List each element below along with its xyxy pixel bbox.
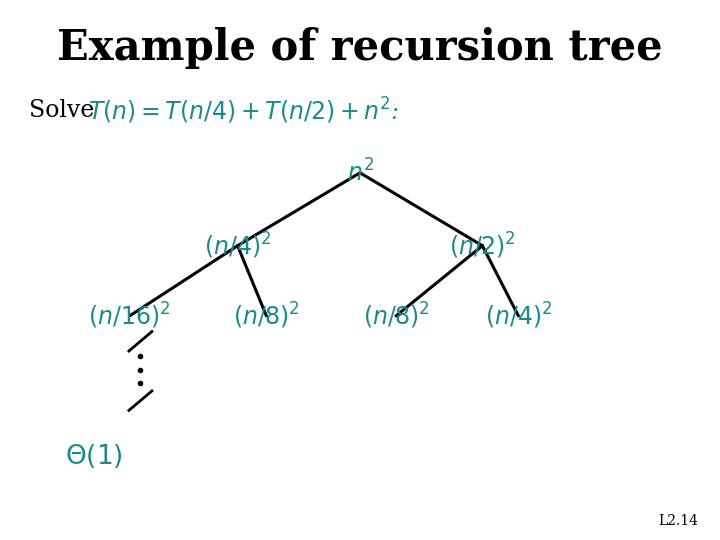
Text: $(n/4)^2$: $(n/4)^2$: [204, 231, 271, 261]
Text: $n^2$: $n^2$: [346, 159, 374, 186]
Text: $(n/8)^2$: $(n/8)^2$: [233, 301, 300, 331]
Text: $(n/8)^2$: $(n/8)^2$: [363, 301, 429, 331]
Text: Example of recursion tree: Example of recursion tree: [57, 27, 663, 69]
Text: L2.14: L2.14: [658, 514, 698, 528]
Text: $(n/2)^2$: $(n/2)^2$: [449, 231, 516, 261]
Text: $T(n) = T(n/4) + T(n/2) + n^2$:: $T(n) = T(n/4) + T(n/2) + n^2$:: [88, 96, 399, 126]
Text: $\Theta(1)$: $\Theta(1)$: [65, 442, 122, 470]
Text: $(n/16)^2$: $(n/16)^2$: [89, 301, 171, 331]
Text: Solve: Solve: [29, 99, 102, 122]
Text: $(n/4)^2$: $(n/4)^2$: [485, 301, 552, 331]
